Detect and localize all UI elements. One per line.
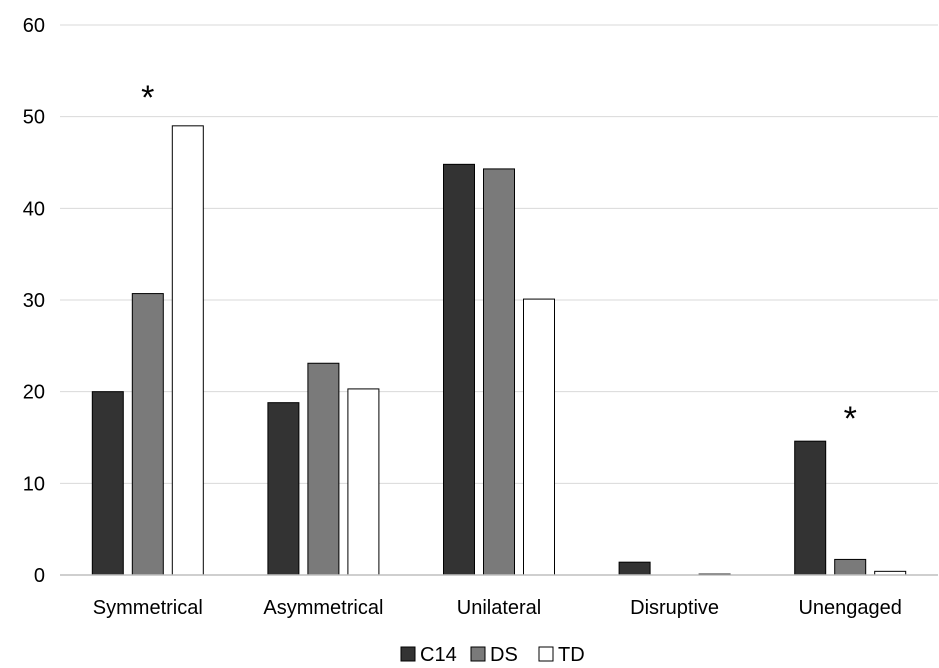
legend-swatch-c14 bbox=[400, 646, 416, 662]
bar-ds-symmetrical bbox=[131, 293, 164, 576]
bar-ds-unengaged bbox=[834, 558, 867, 576]
bar-td-unilateral bbox=[523, 298, 555, 576]
x-category-label: Symmetrical bbox=[93, 597, 203, 619]
y-axis-tick-labels: 0 10 20 30 40 50 60 bbox=[23, 15, 45, 587]
legend-swatch-td bbox=[538, 646, 554, 662]
significance-asterisk: * bbox=[844, 400, 857, 438]
y-tick-label: 60 bbox=[23, 15, 45, 37]
x-category-label: Disruptive bbox=[630, 597, 719, 619]
x-category-label: Asymmetrical bbox=[263, 597, 383, 619]
legend-label-c14: C14 bbox=[420, 644, 457, 666]
y-tick-label: 0 bbox=[34, 565, 45, 587]
y-tick-label: 20 bbox=[23, 382, 45, 404]
bar-td-asymmetrical bbox=[347, 388, 380, 576]
legend-label-ds: DS bbox=[490, 644, 518, 666]
annotations: ** bbox=[141, 79, 857, 438]
bar-c14-unilateral bbox=[443, 163, 475, 576]
legend-swatch-ds bbox=[470, 646, 486, 662]
y-tick-label: 40 bbox=[23, 198, 45, 220]
legend: C14 DS TD bbox=[400, 644, 585, 666]
bars bbox=[91, 125, 907, 576]
bar-c14-asymmetrical bbox=[267, 402, 300, 576]
y-tick-label: 30 bbox=[23, 290, 45, 312]
x-axis-category-labels: Symmetrical Asymmetrical Unilateral Disrupt… bbox=[93, 597, 902, 619]
x-category-label: Unengaged bbox=[798, 597, 901, 619]
bar-ds-unilateral bbox=[483, 168, 515, 576]
x-category-label: Unilateral bbox=[457, 597, 541, 619]
bar-ds-asymmetrical bbox=[307, 362, 340, 576]
y-tick-label: 10 bbox=[23, 473, 45, 495]
significance-asterisk: * bbox=[141, 79, 154, 117]
bar-c14-disruptive bbox=[618, 561, 651, 576]
y-tick-label: 50 bbox=[23, 107, 45, 129]
legend-label-td: TD bbox=[558, 644, 585, 666]
bar-c14-symmetrical bbox=[91, 391, 124, 576]
bar-c14-unengaged bbox=[794, 440, 827, 576]
bar-td-symmetrical bbox=[171, 125, 204, 576]
